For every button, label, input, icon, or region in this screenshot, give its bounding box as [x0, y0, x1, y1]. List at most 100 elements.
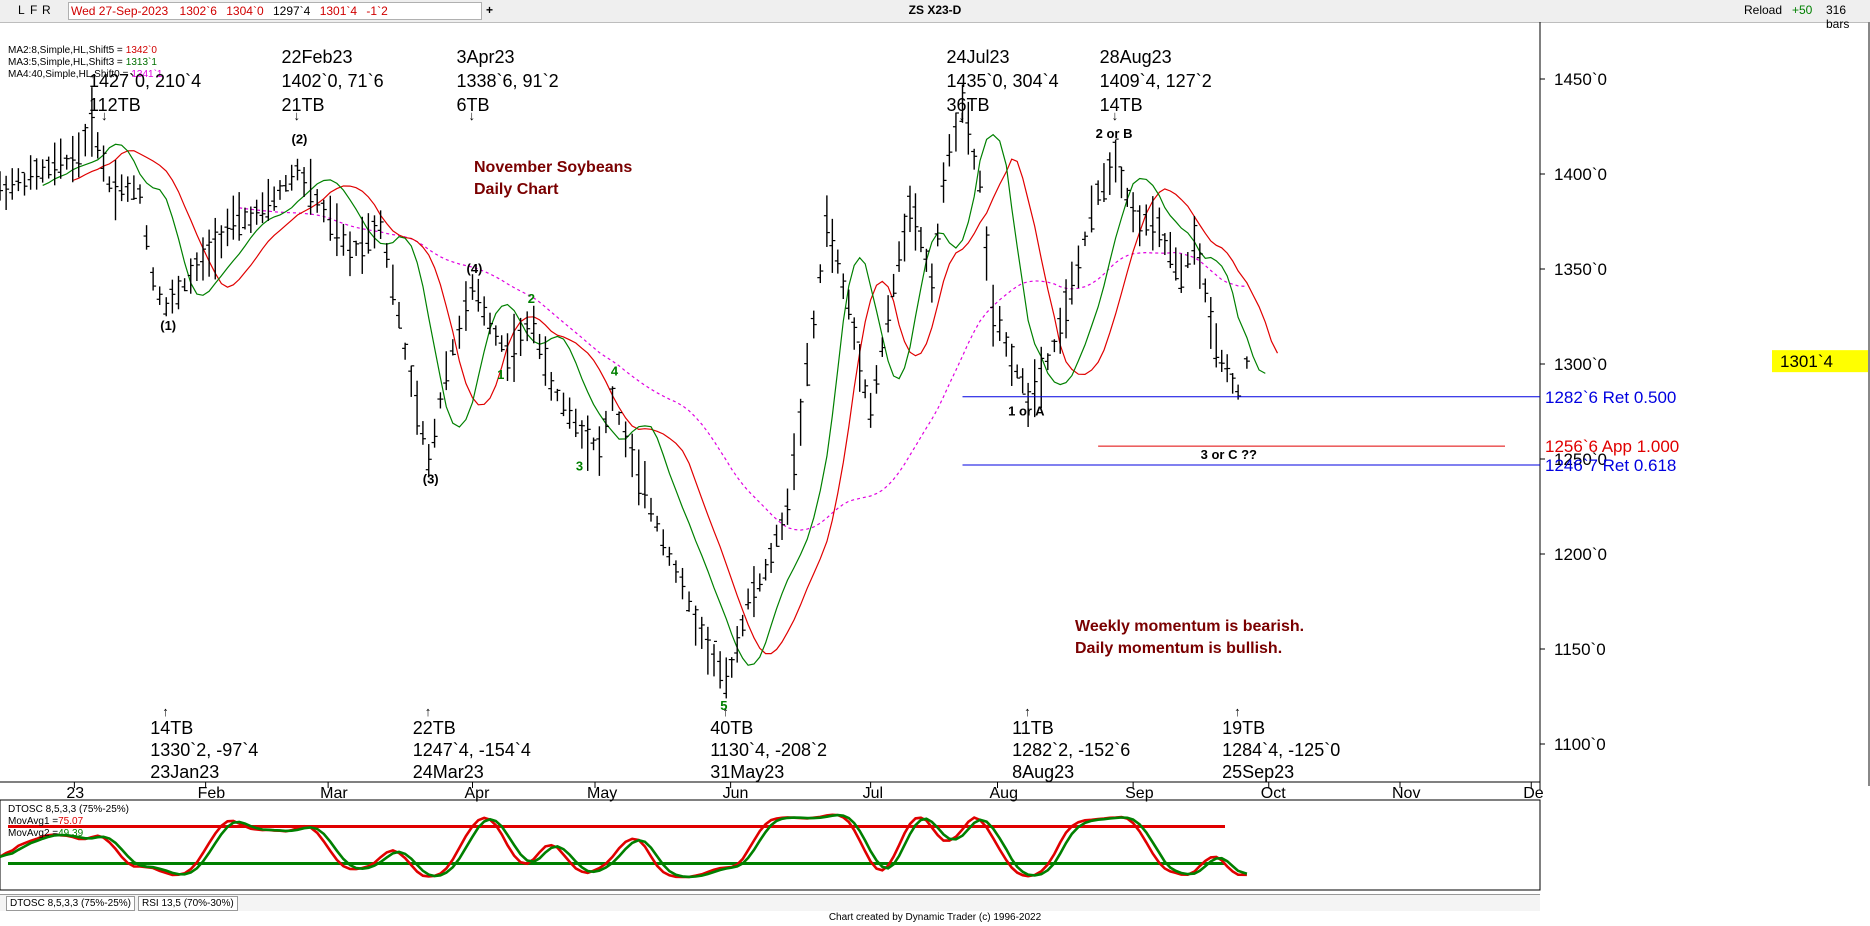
close-value: 1301`4 — [319, 4, 358, 18]
bottom-annotation-text: 40TB — [710, 718, 753, 738]
price-bar — [750, 566, 757, 618]
price-bar — [616, 411, 623, 425]
bar-step-button[interactable]: +50 — [1792, 3, 1813, 17]
add-chart-button[interactable]: + — [486, 3, 494, 17]
bottom-annotation-arrow: ↑ — [1024, 704, 1031, 719]
price-bar — [672, 560, 679, 583]
price-bar — [823, 195, 830, 247]
bottom-annotation-text: 31May23 — [710, 762, 784, 782]
price-bar — [1100, 163, 1107, 203]
bottom-annotation-text: 25Sep23 — [1222, 762, 1294, 782]
price-bar — [990, 284, 997, 347]
price-bar — [1167, 231, 1174, 269]
price-bar — [1207, 296, 1214, 349]
momentum-note: Weekly momentum is bearish. — [1075, 618, 1304, 635]
bottom-annotation-text: 1282`2, -152`6 — [1012, 740, 1130, 760]
price-bar — [27, 155, 34, 190]
osc-ma2-value: 49.39 — [58, 828, 84, 839]
price-bar — [1088, 185, 1095, 233]
level-label: 1246`7 Ret 0.618 — [1545, 456, 1676, 475]
reload-button[interactable]: Reload — [1744, 3, 1783, 17]
price-bar — [723, 657, 730, 699]
price-bar — [1224, 354, 1231, 383]
price-bar — [692, 605, 699, 646]
toolbar-button-l[interactable]: L — [18, 3, 25, 17]
osc-ma1-legend: MovAvg1 =75.07 — [8, 816, 83, 827]
price-bar — [804, 342, 811, 387]
price-bar — [917, 227, 924, 253]
price-bar — [779, 512, 786, 540]
price-bar — [1136, 205, 1143, 247]
price-bar — [181, 278, 188, 292]
price-bar — [143, 225, 150, 250]
toolbar-button-f[interactable]: F — [30, 3, 38, 17]
change-value: -1`2 — [366, 4, 388, 18]
price-bar — [584, 415, 591, 471]
price-bar — [69, 135, 76, 183]
price-bar — [1038, 346, 1045, 409]
x-tick-label: Feb — [198, 785, 226, 802]
ma2-value: 1342`0 — [125, 45, 157, 56]
price-bar — [277, 180, 283, 200]
top-annotation-text: 1338`6, 91`2 — [457, 71, 559, 91]
bottom-annotation-text: 11TB — [1012, 718, 1054, 738]
tab-dtosc[interactable]: DTOSC 8,5,3,3 (75%-25%) — [6, 896, 135, 911]
wave-label: (1) — [160, 318, 176, 333]
price-bar — [218, 225, 225, 259]
price-bar — [200, 237, 206, 281]
price-bar — [817, 264, 824, 284]
wave-label: (2) — [292, 132, 308, 147]
top-annotation-arrow: ↓ — [294, 108, 301, 123]
price-bar — [307, 158, 314, 215]
bottom-annotation-arrow: ↑ — [1234, 704, 1241, 719]
price-bar — [1025, 382, 1032, 427]
tab-rsi[interactable]: RSI 13,5 (70%-30%) — [138, 896, 238, 911]
price-bar — [934, 223, 941, 247]
ma4-legend: MA4:40,Simple,HL,Shift0 = 1341`1 — [8, 69, 162, 80]
x-tick-label: 23 — [66, 785, 84, 802]
level-label: 1256`6 App 1.000 — [1545, 437, 1679, 456]
price-bar — [498, 335, 505, 352]
price-chart[interactable]: 1450`0 1400`0 1350`0 1300`0 1250`0 1200`0 1150… — [0, 22, 1870, 894]
price-bar — [414, 380, 421, 435]
price-bar — [224, 208, 231, 247]
price-bar — [1149, 196, 1156, 251]
price-bar — [965, 101, 972, 155]
price-bar — [1124, 187, 1131, 207]
price-bar — [396, 301, 402, 329]
wave-label: 5 — [720, 698, 727, 713]
price-bar — [686, 591, 693, 612]
bottom-annotation-text: 22TB — [413, 718, 456, 738]
price-bar — [654, 515, 661, 532]
price-bar — [408, 365, 415, 397]
price-bar — [469, 274, 476, 300]
toolbar-button-r[interactable]: R — [42, 3, 51, 17]
y-tick-label: 1100`0 — [1554, 735, 1606, 754]
toolbar: L F R Wed 27-Sep-2023 1302`6 1304`0 1297… — [0, 0, 1870, 31]
price-bar — [810, 310, 817, 339]
price-bar — [517, 317, 524, 357]
price-bar — [1095, 180, 1102, 205]
price-bar — [1243, 356, 1250, 369]
price-bar — [928, 263, 935, 303]
price-bar — [566, 397, 573, 429]
price-bar — [901, 213, 908, 262]
price-bar — [112, 159, 119, 221]
price-bar — [791, 433, 798, 491]
price-bar — [431, 418, 438, 448]
price-bar — [347, 231, 353, 277]
price-bar — [45, 156, 52, 179]
price-bar — [1213, 323, 1220, 368]
price-bar — [1235, 384, 1242, 400]
price-bar — [1106, 152, 1113, 195]
price-bar — [596, 426, 603, 476]
price-bar — [425, 444, 432, 478]
bottom-annotation-text: 23Jan23 — [150, 762, 219, 782]
ma3-label: MA3:5,Simple,HL,Shift3 = — [8, 57, 123, 68]
y-tick-label: 1200`0 — [1554, 545, 1607, 564]
oscillator-panel — [0, 799, 1541, 891]
price-bar — [996, 305, 1003, 341]
price-bar — [622, 421, 629, 458]
price-bar — [242, 207, 248, 230]
top-annotation-text: 1435`0, 304`4 — [947, 71, 1059, 91]
